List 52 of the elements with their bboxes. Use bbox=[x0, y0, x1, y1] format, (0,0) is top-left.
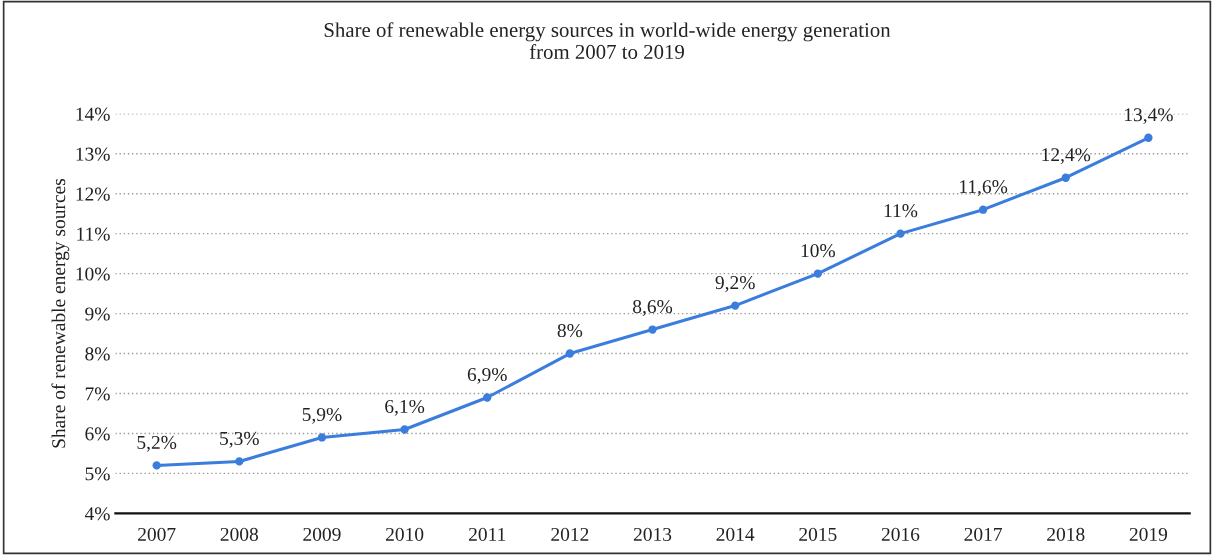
chart-title: Share of renewable energy sources in world-wide energy generation from 2007 to 2019 bbox=[324, 22, 891, 59]
point bbox=[648, 325, 657, 334]
y-tick-label: 10% bbox=[76, 267, 110, 281]
data-label: 6,9% bbox=[467, 367, 507, 384]
y-tick-label: 14% bbox=[76, 107, 110, 121]
x-tick-label: 2011 bbox=[469, 527, 506, 541]
data-label: 8% bbox=[557, 323, 583, 338]
x-tick-label: 2017 bbox=[964, 527, 1002, 541]
y-tick-label: 11% bbox=[77, 227, 110, 241]
data-label: 11,6% bbox=[960, 180, 1008, 197]
data-label: 12,4% bbox=[1042, 148, 1091, 165]
data-label: 8,6% bbox=[633, 299, 673, 316]
data-label: 6,1% bbox=[385, 399, 425, 416]
point bbox=[565, 349, 575, 358]
x-tick-label: 2012 bbox=[551, 527, 589, 541]
data-label: 13,4% bbox=[1125, 108, 1173, 125]
x-tick-label: 2008 bbox=[220, 527, 258, 541]
x-tick-label: 2010 bbox=[386, 527, 424, 541]
x-tick-label: 2013 bbox=[633, 527, 672, 541]
data-label: 5,2% bbox=[137, 435, 177, 452]
data-label: 5,9% bbox=[302, 407, 342, 424]
y-tick-label: 4% bbox=[84, 507, 110, 521]
point bbox=[896, 229, 905, 238]
x-tick-label: 2007 bbox=[138, 527, 176, 541]
y-tick-label: 9% bbox=[85, 307, 110, 321]
point bbox=[813, 269, 822, 278]
x-tick-label: 2009 bbox=[303, 527, 341, 541]
x-tick-label: 2016 bbox=[881, 527, 920, 541]
point bbox=[152, 461, 161, 470]
y-tick-label: 6% bbox=[85, 427, 110, 441]
x-tick-label: 2019 bbox=[1129, 527, 1168, 541]
data-label: 11% bbox=[884, 204, 918, 218]
data-label: 9,2% bbox=[715, 276, 755, 292]
y-tick-label: 13% bbox=[76, 147, 110, 161]
y-axis-title: Share of renewable energy sources bbox=[51, 178, 70, 448]
point bbox=[731, 301, 740, 310]
y-tick-label: 7% bbox=[85, 387, 110, 401]
y-tick-label: 8% bbox=[85, 347, 110, 361]
x-tick-label: 2015 bbox=[799, 527, 837, 541]
data-label: 5,3% bbox=[220, 431, 259, 448]
point bbox=[1144, 133, 1153, 142]
point bbox=[978, 205, 988, 214]
x-tick-label: 2018 bbox=[1047, 527, 1085, 541]
y-tick-label: 5% bbox=[85, 467, 110, 481]
point bbox=[483, 393, 492, 402]
point bbox=[235, 457, 244, 466]
point bbox=[317, 433, 327, 442]
x-tick-label: 2014 bbox=[716, 527, 755, 541]
y-tick-label: 12% bbox=[76, 187, 110, 201]
data-label: 10% bbox=[801, 244, 835, 258]
point bbox=[400, 425, 409, 434]
point bbox=[1061, 173, 1070, 182]
